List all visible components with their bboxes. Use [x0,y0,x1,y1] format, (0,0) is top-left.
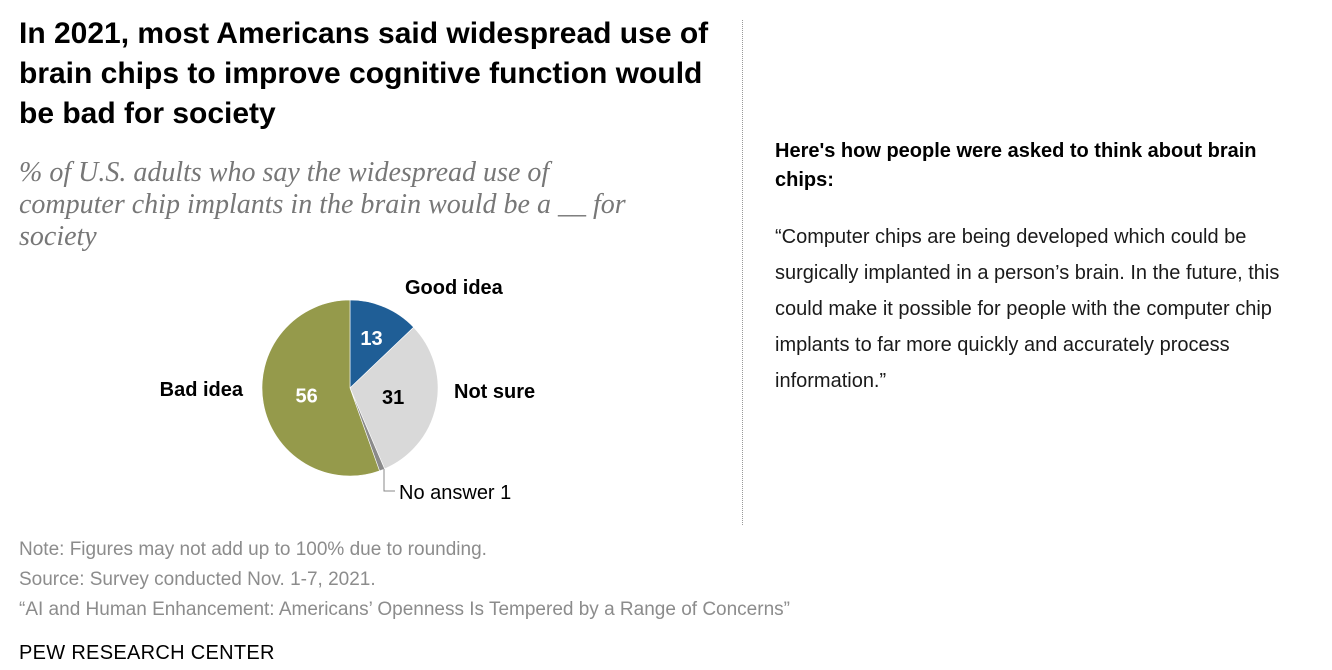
pie-slice-good-idea [349,299,415,389]
pie-chart: 13 31 56 Good idea Not sure Bad idea No an… [0,270,620,520]
label-not-sure: Not sure [454,381,535,403]
no-answer-leader-line [383,469,395,492]
value-label-good-idea: 13 [360,328,382,350]
pie-slice-bad-idea [261,299,380,477]
label-bad-idea: Bad idea [160,379,244,401]
chart-subtitle: % of U.S. adults who say the widespread … [19,157,626,252]
label-good-idea: Good idea [405,277,504,299]
vertical-divider [742,20,743,525]
chart-title: In 2021, most Americans said widespread … [19,17,709,130]
label-no-answer: No answer 1 [399,482,511,504]
pie-slices [261,299,439,477]
organization-name: PEW RESEARCH CENTER [19,642,275,664]
sidebar-heading: Here's how people were asked to think ab… [775,140,1257,191]
pie-value-labels: 13 31 56 [295,328,404,409]
footnotes: Note: Figures may not add up to 100% due… [19,535,1019,625]
pie-slice-not-sure [349,326,439,470]
note-text: Note: Figures may not add up to 100% due… [19,539,487,560]
sidebar-quote: “Computer chips are being developed whic… [775,226,1280,392]
value-label-not-sure: 31 [382,387,404,409]
value-label-bad-idea: 56 [295,386,317,408]
source-text: Source: Survey conducted Nov. 1-7, 2021. [19,569,376,590]
pie-chart-svg: 13 31 56 Good idea Not sure Bad idea No an… [160,277,535,504]
report-title: “AI and Human Enhancement: Americans’ Op… [19,599,790,620]
